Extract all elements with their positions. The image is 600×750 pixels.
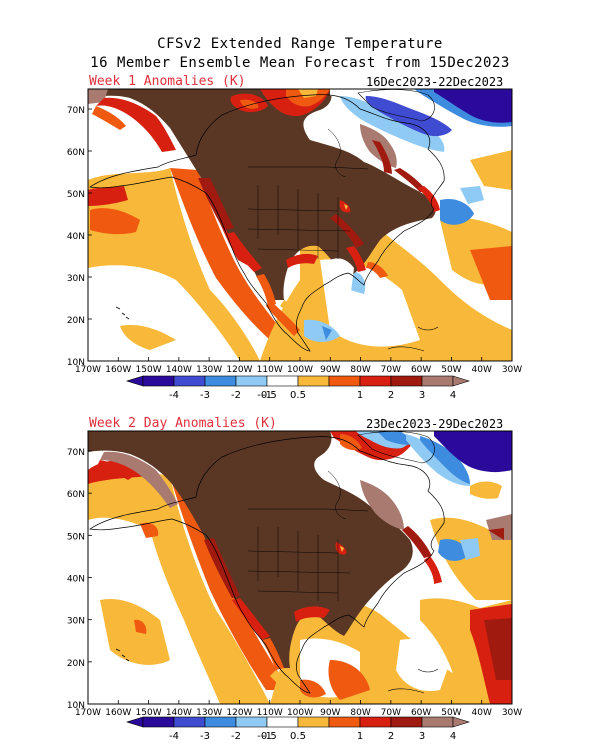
week2-lon-label: 80W [350,708,370,718]
week1-lon-label: 30W [502,365,522,375]
week2-colorbar-arrow-left [125,716,144,728]
week1-date-range: 16Dec2023-22Dec2023 [366,75,504,89]
week2-lon-label: 150W [136,708,162,718]
week1-lon-label: 150W [136,365,162,375]
week2-colorbar-label: -2 [231,731,241,742]
week1-lon-label: 60W [411,365,431,375]
week2-colorbar-swatch [297,716,330,728]
week1-lon-label: 100W [287,365,313,375]
week2-lat-label: 60N [67,490,85,500]
week2-colorbar-swatch [390,716,423,728]
week1-lon-label: 70W [381,365,401,375]
week1-colorbar-swatch [390,375,423,387]
week1-colorbar-swatch [421,375,454,387]
week2-lat-label: 50N [67,532,85,542]
week2-date-range: 23Dec2023-29Dec2023 [366,417,504,431]
week1-colorbar-swatch [235,375,268,387]
week2-lon-label: 170W [75,708,101,718]
week1-lat-label: 10N [67,358,85,368]
week2-lon-label: 30W [502,708,522,718]
week2-lon-label: 130W [196,708,222,718]
week2-lat-label: 30N [67,617,85,627]
week2-lon-label: 160W [105,708,131,718]
week1-lon-label: 170W [75,365,101,375]
week2-lon-label: 40W [472,708,492,718]
week2-lon-label: 90W [320,708,340,718]
week2-lon-label: 60W [411,708,431,718]
week2-colorbar-swatch [421,716,454,728]
week2-colorbar-swatch [359,716,392,728]
week1-panel-label: Week 1 Anomalies (K) [89,74,246,89]
week1-colorbar-label: 1 [357,390,363,401]
week2-map [87,430,513,705]
chart-title-line-2: 16 Member Ensemble Mean Forecast from 15… [90,55,510,71]
week2-colorbar-arrow-right [452,716,471,728]
chart-title-line-1: CFSv2 Extended Range Temperature [157,36,443,52]
week2-lon-label: 70W [381,708,401,718]
week2-colorbar-swatch [266,716,299,728]
week2-colorbar-swatch [235,716,268,728]
week2-colorbar-label: -0.5 [257,731,277,742]
week1-lat-label: 50N [67,190,85,200]
week1-lat-label: 70N [67,106,85,116]
week1-colorbar-swatch [173,375,206,387]
week1-colorbar-label: -2 [231,390,241,401]
week1-colorbar-label: -0.5 [257,390,277,401]
week1-lat-label: 20N [67,316,85,326]
week1-lat-label: 40N [67,232,85,242]
week2-colorbar-swatch [204,716,237,728]
week2-colorbar-swatch [173,716,206,728]
week1-colorbar-swatch [142,375,175,387]
week1-lon-label: 140W [166,365,192,375]
week1-colorbar-arrow-left [125,375,144,387]
week1-lon-label: 110W [257,365,283,375]
week1-lon-label: 40W [472,365,492,375]
week2-lat-label: 40N [67,575,85,585]
week2-lon-label: 100W [287,708,313,718]
week2-colorbar-label: 2 [388,731,394,742]
week1-colorbar-label: 2 [388,390,394,401]
week1-colorbar-label: -3 [200,390,210,401]
week1-colorbar-swatch [204,375,237,387]
week2-colorbar-label: 4 [450,731,456,742]
week1-lon-label: 80W [350,365,370,375]
week1-colorbar-label: -4 [169,390,179,401]
week2-lon-label: 140W [166,708,192,718]
week1-lon-label: 90W [320,365,340,375]
week2-lon-label: 110W [257,708,283,718]
week1-colorbar-arrow-right [452,375,471,387]
week1-colorbar-label: 3 [419,390,425,401]
week1-colorbar-label: 4 [450,390,456,401]
week1-lon-label: 160W [105,365,131,375]
week1-colorbar-label: -1 [262,390,272,401]
week1-colorbar-swatch [328,375,361,387]
week1-lon-label: 120W [226,365,252,375]
week1-lon-label: 130W [196,365,222,375]
week1-lon-label: 50W [441,365,461,375]
week1-lat-label: 30N [67,274,85,284]
week2-colorbar-label: 1 [357,731,363,742]
week2-colorbar-label: -3 [200,731,210,742]
week2-lat-label: 10N [67,701,85,711]
week2-lat-label: 70N [67,448,85,458]
week1-map [87,88,513,362]
week2-lon-label: 50W [441,708,461,718]
week2-colorbar-label: 0.5 [290,731,306,742]
week2-colorbar-swatch [328,716,361,728]
week1-lat-label: 60N [67,148,85,158]
week2-lon-label: 120W [226,708,252,718]
week2-colorbar-label: 3 [419,731,425,742]
week2-colorbar-label: -1 [262,731,272,742]
week1-colorbar-swatch [359,375,392,387]
week1-colorbar-label: 0.5 [290,390,306,401]
week2-colorbar-swatch [142,716,175,728]
week2-colorbar-label: -4 [169,731,179,742]
week2-lat-label: 20N [67,659,85,669]
week2-panel-label: Week 2 Day Anomalies (K) [89,416,277,431]
week1-colorbar-swatch [266,375,299,387]
week1-colorbar-swatch [297,375,330,387]
